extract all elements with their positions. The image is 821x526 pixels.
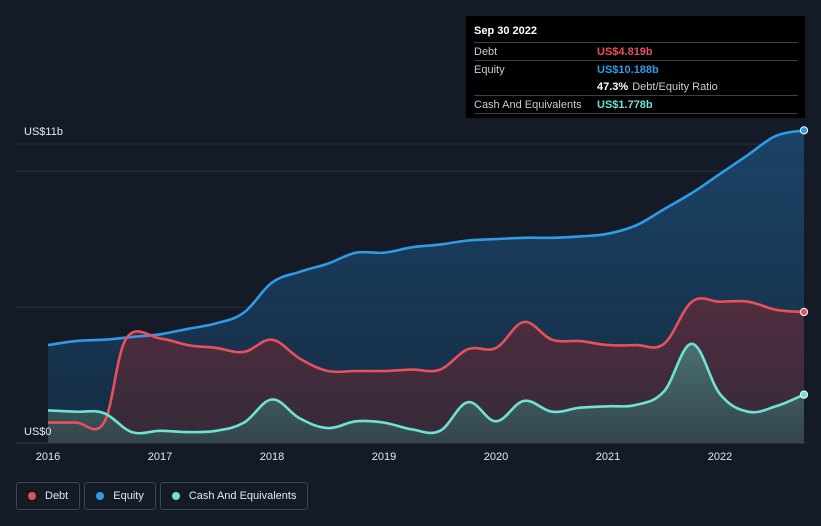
x-axis-ticks: 2016 2017 2018 2019 2020 2021 2022 — [36, 451, 732, 463]
tooltip-value: US$1.778b — [597, 98, 653, 111]
equity-line — [47, 129, 805, 347]
series-end-dots — [799, 126, 809, 399]
legend-label: Debt — [45, 490, 69, 502]
cash-and-equivalents-line — [47, 342, 805, 435]
legend-dot-icon — [96, 492, 105, 500]
tooltip-label: Debt — [474, 45, 498, 58]
legend-dot-icon — [171, 492, 180, 500]
equity-end-point — [799, 126, 809, 135]
tooltip-label: Cash And Equivalents — [474, 98, 582, 111]
cash-and-equivalents-end-point — [799, 390, 809, 399]
legend-label: Equity — [113, 490, 144, 502]
tooltip-value: US$4.819b — [597, 45, 653, 58]
x-tick-label: 2019 — [372, 451, 396, 463]
tooltip-ratio-caption: Debt/Equity Ratio — [632, 80, 718, 93]
legend-item-debt[interactable]: Debt — [16, 482, 81, 510]
tooltip-panel: Sep 30 2022 Debt US$4.819b Equity US$10.… — [466, 16, 805, 118]
series-areas — [48, 130, 804, 443]
x-tick-label: 2017 — [148, 451, 172, 463]
x-tick-label: 2020 — [484, 451, 508, 463]
debt-end-point — [799, 307, 809, 317]
x-tick-label: 2021 — [596, 451, 620, 463]
legend-item-equity[interactable]: Equity — [84, 482, 156, 510]
tooltip-row-ratio: 47.3% Debt/Equity Ratio — [474, 78, 798, 95]
debt-line — [47, 297, 805, 431]
tooltip-row-cash: Cash And Equivalents US$1.778b — [474, 95, 798, 114]
cash-and-equivalents-area — [48, 343, 804, 443]
chart-legend: Debt Equity Cash And Equivalents — [16, 482, 309, 510]
x-tick-label: 2022 — [708, 451, 732, 463]
tooltip-row-debt: Debt US$4.819b — [474, 42, 798, 60]
tooltip-label: Equity — [474, 63, 505, 76]
x-tick-label: 2018 — [260, 451, 284, 463]
legend-dot-icon — [28, 492, 36, 500]
series-lines — [47, 129, 805, 435]
legend-label: Cash And Equivalents — [188, 490, 297, 502]
tooltip-date: Sep 30 2022 — [474, 25, 537, 37]
x-tick-label: 2016 — [36, 451, 60, 463]
tooltip-row-equity: Equity US$10.188b — [474, 60, 798, 78]
y-axis-bottom-label: US$0 — [24, 426, 52, 438]
tooltip-value: 47.3% — [597, 80, 629, 93]
tooltip-value: US$10.188b — [597, 63, 659, 76]
y-axis-top-label: US$11b — [24, 126, 63, 138]
legend-item-cash[interactable]: Cash And Equivalents — [159, 482, 309, 510]
